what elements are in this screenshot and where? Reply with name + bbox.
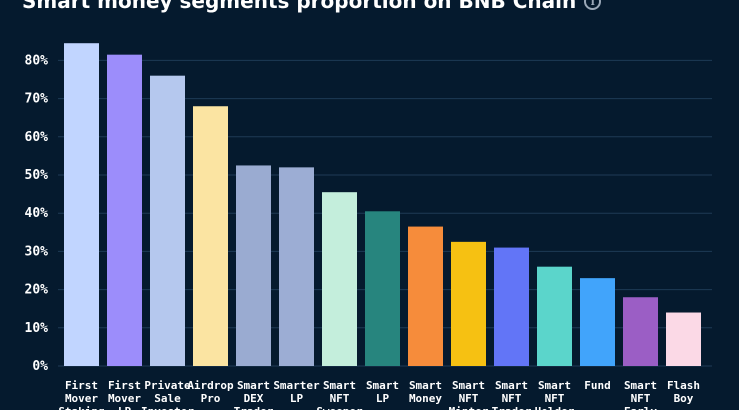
bar[interactable] — [279, 167, 314, 366]
bar[interactable] — [64, 43, 99, 367]
x-tick-label: Trader — [492, 405, 532, 410]
x-tick-label: NFT — [459, 392, 479, 405]
bar[interactable] — [322, 192, 357, 366]
x-tick-label: Smart — [366, 379, 399, 392]
y-tick-label: 60% — [25, 130, 49, 145]
bar[interactable] — [365, 211, 400, 366]
x-tick-label: Private — [144, 379, 191, 392]
y-tick-label: 10% — [25, 321, 49, 336]
x-tick-label: Trader — [234, 405, 274, 410]
x-tick-label: NFT — [502, 392, 522, 405]
x-tick-label: Mover — [65, 392, 98, 405]
y-tick-label: 30% — [25, 244, 49, 259]
x-tick-label: Smart — [624, 379, 657, 392]
bar[interactable] — [537, 266, 572, 366]
x-tick-label: LP — [118, 405, 132, 410]
chart-title-row: Smart money segments proportion on BNB C… — [22, 0, 602, 13]
x-tick-label: Holder — [535, 405, 575, 410]
bar[interactable] — [623, 297, 658, 366]
x-tick-label: Smarter — [273, 379, 320, 392]
x-tick-label: Smart — [452, 379, 485, 392]
bar[interactable] — [408, 226, 443, 366]
x-tick-label: Smart — [495, 379, 528, 392]
y-tick-label: 70% — [25, 92, 49, 107]
bar[interactable] — [107, 54, 142, 367]
x-tick-label: Smart — [409, 379, 442, 392]
bar[interactable] — [666, 312, 701, 366]
y-tick-label: 50% — [25, 168, 49, 183]
x-tick-label: NFT — [330, 392, 350, 405]
bar[interactable] — [193, 106, 228, 367]
x-tick-label: Smart — [538, 379, 571, 392]
x-tick-label: Fund — [584, 379, 611, 392]
x-tick-label: Mover — [108, 392, 141, 405]
x-tick-label: Early — [624, 405, 657, 410]
x-tick-label: Minter — [449, 405, 489, 410]
x-tick-label: Sale — [154, 392, 181, 405]
x-tick-label: Smart — [323, 379, 356, 392]
info-icon[interactable]: i — [584, 0, 602, 10]
x-tick-label: First — [65, 379, 98, 392]
x-tick-label: LP — [376, 392, 390, 405]
x-tick-label: Staking — [58, 405, 104, 410]
x-tick-label: Money — [409, 392, 442, 405]
x-tick-label: Pro — [201, 392, 221, 405]
y-tick-label: 80% — [25, 53, 49, 68]
x-tick-label: Sweeper — [316, 405, 363, 410]
y-tick-label: 40% — [25, 206, 49, 221]
x-tick-label: Investor — [141, 405, 194, 410]
x-tick-label: Airdrop — [187, 379, 234, 392]
x-tick-label: First — [108, 379, 141, 392]
x-tick-label: NFT — [631, 392, 651, 405]
x-tick-label: Smart — [237, 379, 270, 392]
x-tick-label: Flash — [667, 379, 700, 392]
chart-title: Smart money segments proportion on BNB C… — [22, 0, 577, 13]
y-tick-label: 20% — [25, 283, 49, 298]
x-tick-label: Boy — [674, 392, 694, 405]
y-tick-label: 0% — [32, 359, 48, 374]
bar[interactable] — [236, 165, 271, 366]
bar[interactable] — [580, 278, 615, 366]
x-tick-label: NFT — [545, 392, 565, 405]
x-tick-label: DEX — [244, 392, 264, 405]
bar[interactable] — [451, 241, 486, 366]
bar[interactable] — [150, 75, 185, 367]
x-tick-label: LP — [290, 392, 304, 405]
bar[interactable] — [494, 247, 529, 366]
